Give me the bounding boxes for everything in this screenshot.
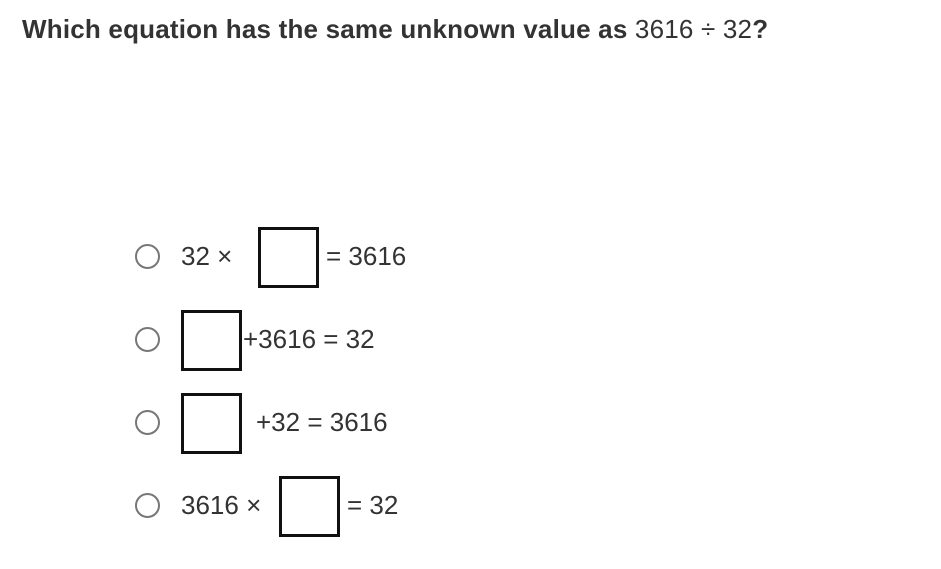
option-2-radio[interactable] xyxy=(135,327,160,352)
option-1-before: 32 × xyxy=(181,241,233,271)
option-3-blank-box xyxy=(181,393,242,454)
question-text: Which equation has the same unknown valu… xyxy=(22,14,768,45)
option-1-blank-box xyxy=(258,227,319,288)
option-3-radio[interactable] xyxy=(135,410,160,435)
option-4-before: 3616 × xyxy=(181,490,262,520)
option-3-after: +32 = 3616 xyxy=(256,407,388,437)
option-2-after: +3616 = 32 xyxy=(243,324,375,354)
option-2-blank-box xyxy=(181,310,242,371)
question-prefix: Which equation has the same unknown valu… xyxy=(22,14,635,44)
option-4-after: = 32 xyxy=(347,490,399,520)
question-suffix: ? xyxy=(752,14,769,44)
option-4-radio[interactable] xyxy=(135,493,160,518)
option-1-radio[interactable] xyxy=(135,244,160,269)
option-4-blank-box xyxy=(279,476,340,537)
option-1-after: = 3616 xyxy=(326,241,407,271)
question-expression: 3616 ÷ 32 xyxy=(634,14,753,44)
